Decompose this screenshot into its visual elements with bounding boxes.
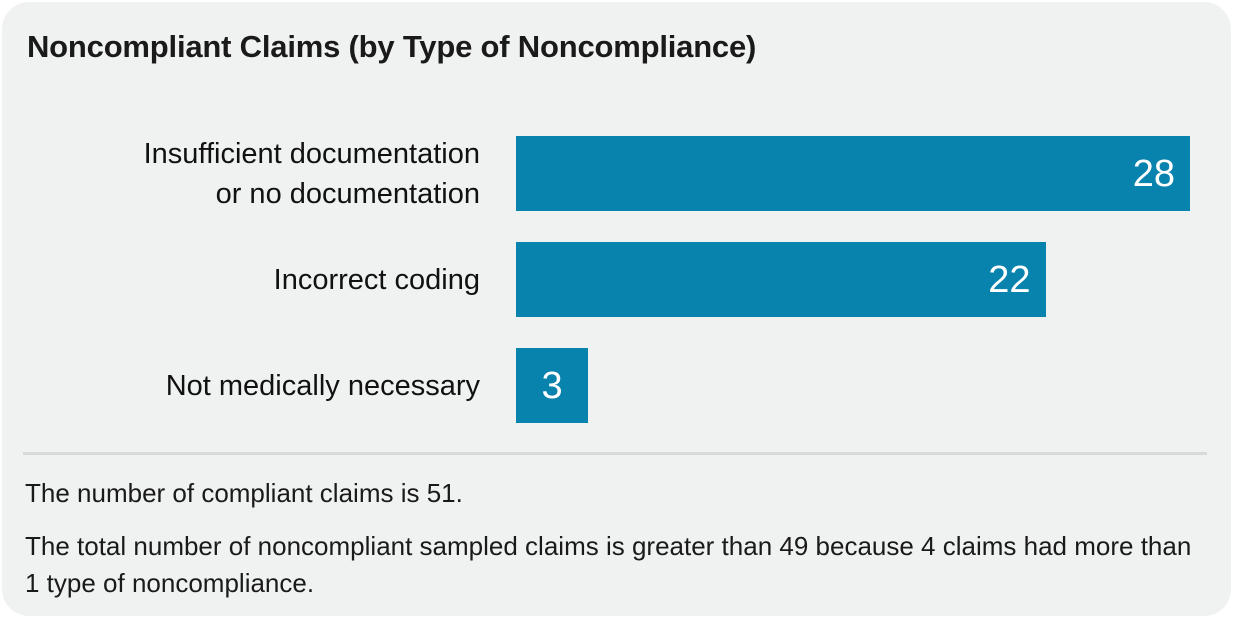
chart-row: Not medically necessary 3 xyxy=(2,348,1231,423)
chart-row: Insufficient documentation or no documen… xyxy=(2,136,1231,211)
category-label: Incorrect coding xyxy=(273,263,480,296)
category-label: Insufficient documentation or no documen… xyxy=(143,137,480,210)
bar: 3 xyxy=(516,348,589,423)
bar-track: 22 xyxy=(516,242,1190,317)
bar-track: 28 xyxy=(516,136,1190,211)
chart-row: Incorrect coding 22 xyxy=(2,242,1231,317)
bar-track: 3 xyxy=(516,348,1190,423)
chart-title: Noncompliant Claims (by Type of Noncompl… xyxy=(27,29,757,64)
divider xyxy=(23,452,1207,455)
category-label: Not medically necessary xyxy=(165,369,480,402)
footnote-total-noncompliant: The total number of noncompliant sampled… xyxy=(25,531,1192,598)
bar-value-label: 22 xyxy=(988,258,1031,301)
bar-chart: Insufficient documentation or no documen… xyxy=(2,136,1231,423)
footnote-compliant-claims: The number of compliant claims is 51. xyxy=(25,478,463,508)
bar: 28 xyxy=(516,136,1190,211)
bar: 22 xyxy=(516,242,1046,317)
bar-value-label: 3 xyxy=(541,364,563,407)
bar-value-label: 28 xyxy=(1132,152,1175,195)
